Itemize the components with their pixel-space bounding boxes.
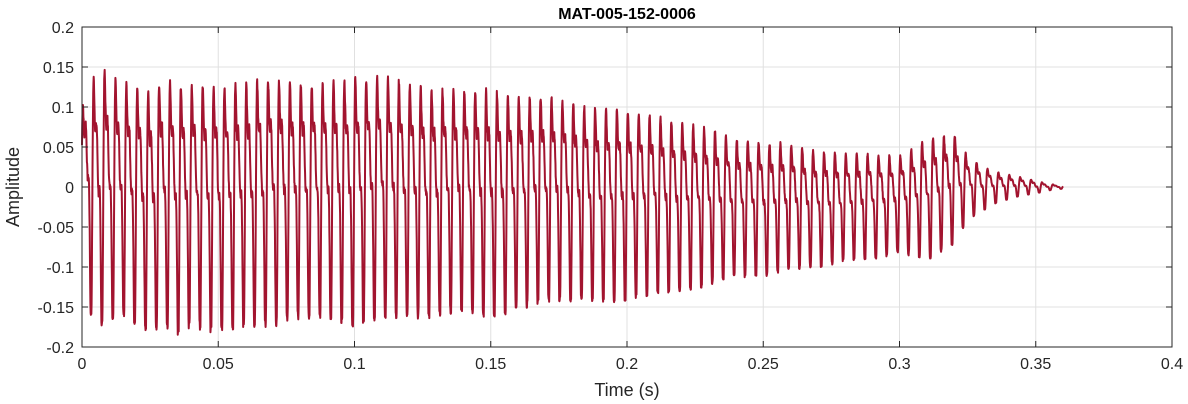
y-tick-label: 0.1 <box>52 100 74 117</box>
y-tick-labels: 0.2 0.15 0.1 0.05 0 -0.05 -0.1 -0.15 -0.2 <box>38 20 75 357</box>
y-tick-label: 0 <box>65 180 74 197</box>
x-tick-label: 0.35 <box>1020 356 1051 373</box>
x-tick-labels: 0 0.05 0.1 0.15 0.2 0.25 0.3 0.35 0.4 <box>78 356 1184 373</box>
chart-title: MAT-005-152-0006 <box>558 6 696 23</box>
x-tick-label: 0.3 <box>888 356 910 373</box>
x-tick-label: 0.25 <box>748 356 779 373</box>
y-tick-label: -0.2 <box>46 340 74 357</box>
x-tick-label: 0 <box>78 356 87 373</box>
x-tick-label: 0.1 <box>343 356 365 373</box>
tick-marks <box>81 26 1173 348</box>
x-tick-label: 0.05 <box>203 356 234 373</box>
x-axis-label: Time (s) <box>594 380 659 400</box>
y-tick-label: 0.05 <box>43 140 74 157</box>
y-tick-label: -0.05 <box>38 220 75 237</box>
x-tick-label: 0.2 <box>616 356 638 373</box>
y-axis-label: Amplitude <box>3 147 23 227</box>
y-tick-label: 0.15 <box>43 60 74 77</box>
y-tick-label: -0.1 <box>46 260 74 277</box>
y-tick-label: 0.2 <box>52 20 74 37</box>
x-tick-label: 0.4 <box>1161 356 1183 373</box>
signal-layer <box>81 68 1064 336</box>
y-tick-label: -0.15 <box>38 300 75 317</box>
series-line <box>81 68 1064 336</box>
x-tick-label: 0.15 <box>475 356 506 373</box>
